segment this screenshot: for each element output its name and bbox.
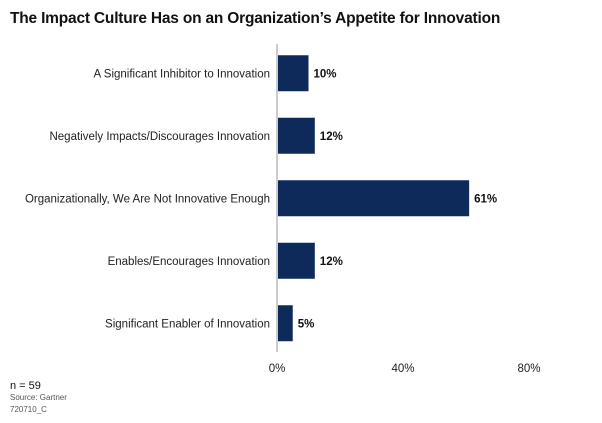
value-label: 12% xyxy=(320,256,343,268)
bar xyxy=(278,117,315,154)
chart-title: The Impact Culture Has on an Organizatio… xyxy=(10,10,501,27)
bar xyxy=(278,180,470,217)
bar xyxy=(278,305,293,342)
category-label: Significant Enabler of Innovation xyxy=(105,318,270,330)
sample-size-note: n = 59 xyxy=(10,380,41,392)
bars-group xyxy=(278,55,470,342)
x-tick-label: 0% xyxy=(269,363,286,375)
x-tick-label: 40% xyxy=(391,363,414,375)
bar xyxy=(278,55,309,92)
value-labels: 10% 12% 61% 12% 5% xyxy=(298,68,497,330)
value-label: 12% xyxy=(320,131,343,143)
x-axis-ticks: 0% 40% 80% xyxy=(269,363,541,375)
category-label: Organizationally, We Are Not Innovative … xyxy=(25,193,270,205)
chart-id-note: 720710_C xyxy=(10,405,47,414)
bar xyxy=(278,242,315,279)
source-note: Source: Gartner xyxy=(10,393,67,402)
value-label: 61% xyxy=(474,193,497,205)
category-label: A Significant Inhibitor to Innovation xyxy=(94,68,270,80)
category-label: Enables/Encourages Innovation xyxy=(108,256,270,268)
value-label: 5% xyxy=(298,318,315,330)
category-label: Negatively Impacts/Discourages Innovatio… xyxy=(49,131,270,143)
category-labels: A Significant Inhibitor to Innovation Neg… xyxy=(25,68,270,330)
value-label: 10% xyxy=(314,68,337,80)
x-tick-label: 80% xyxy=(517,363,540,375)
